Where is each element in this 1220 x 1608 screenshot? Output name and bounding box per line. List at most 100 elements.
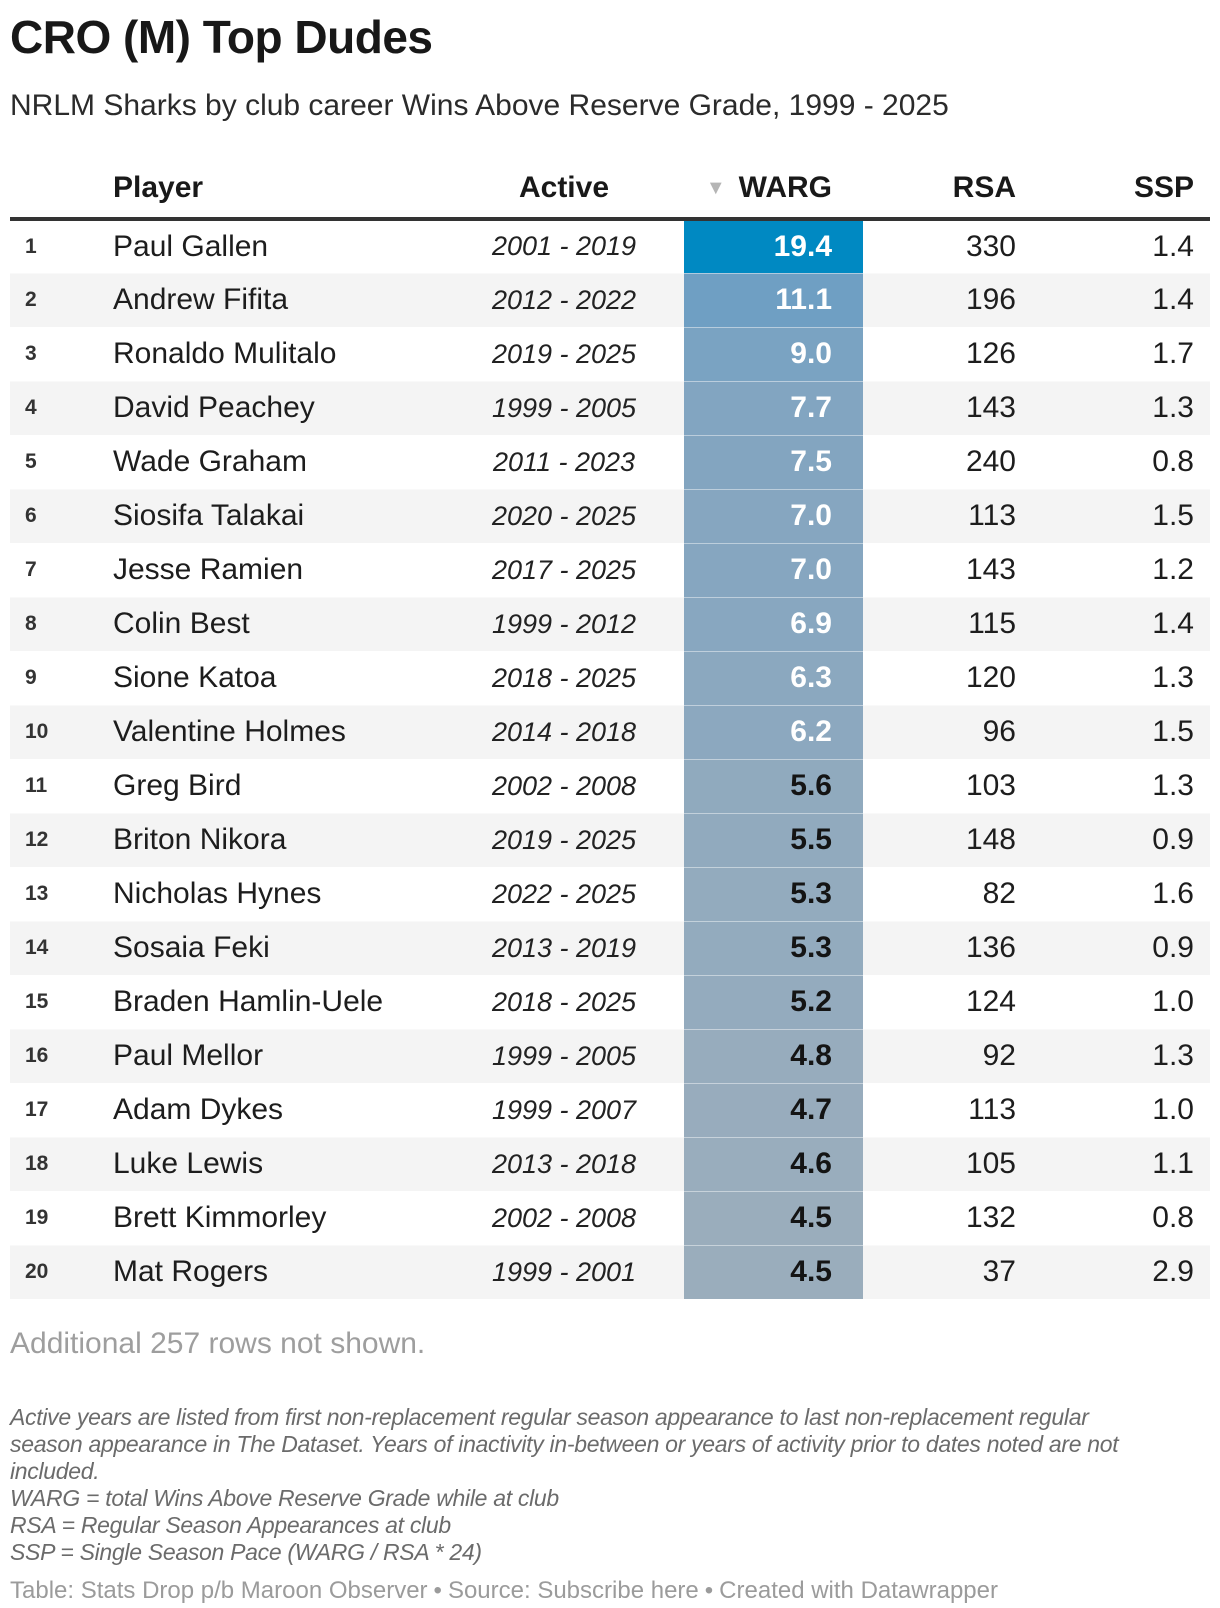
table-credit: Table: Stats Drop p/b Maroon Observer xyxy=(10,1577,428,1604)
ssp-cell: 1.6 xyxy=(1032,866,1210,921)
footnote-line: season appearance in The Dataset. Years … xyxy=(10,1431,1119,1457)
page-subtitle: NRLM Sharks by club career Wins Above Re… xyxy=(10,89,949,122)
warg-heatmap-cell: 7.7 xyxy=(684,380,863,435)
rank-cell: 6 xyxy=(10,488,113,543)
table-row: 3 Ronaldo Mulitalo 2019 - 2025 9.0 126 1… xyxy=(10,326,1210,381)
rsa-cell: 148 xyxy=(863,812,1032,867)
ssp-cell: 0.8 xyxy=(1032,1190,1210,1245)
active-years-cell: 2013 - 2018 xyxy=(444,1136,684,1191)
table-row: 19 Brett Kimmorley 2002 - 2008 4.5 132 0… xyxy=(10,1190,1210,1245)
player-cell: Jesse Ramien xyxy=(113,542,444,597)
column-header-ssp[interactable]: SSP xyxy=(1032,164,1210,221)
active-years-cell: 2018 - 2025 xyxy=(444,650,684,705)
table-row: 5 Wade Graham 2011 - 2023 7.5 240 0.8 xyxy=(10,434,1210,489)
active-years-cell: 2001 - 2019 xyxy=(444,218,684,273)
active-years-cell: 1999 - 2005 xyxy=(444,1028,684,1083)
active-years-cell: 2002 - 2008 xyxy=(444,758,684,813)
active-years-cell: 2019 - 2025 xyxy=(444,326,684,381)
ssp-cell: 1.5 xyxy=(1032,704,1210,759)
player-cell: Sione Katoa xyxy=(113,650,444,705)
warg-heatmap-cell: 6.2 xyxy=(684,704,863,759)
warg-heatmap-cell: 4.8 xyxy=(684,1028,863,1083)
column-header-active[interactable]: Active xyxy=(444,164,684,221)
rank-cell: 14 xyxy=(10,920,113,975)
column-header-rsa[interactable]: RSA xyxy=(863,164,1032,221)
warg-heatmap-cell: 7.0 xyxy=(684,488,863,543)
player-cell: Briton Nikora xyxy=(113,812,444,867)
rank-cell: 19 xyxy=(10,1190,113,1245)
rsa-cell: 103 xyxy=(863,758,1032,813)
warg-heatmap-cell: 6.9 xyxy=(684,596,863,651)
warg-heatmap-cell: 11.1 xyxy=(684,272,863,327)
rsa-cell: 105 xyxy=(863,1136,1032,1191)
table-row: 1 Paul Gallen 2001 - 2019 19.4 330 1.4 xyxy=(10,218,1210,273)
rsa-cell: 37 xyxy=(863,1244,1032,1299)
warg-heatmap-cell: 7.0 xyxy=(684,542,863,597)
attribution-line: Table: Stats Drop p/b Maroon Observer • So… xyxy=(10,1576,1210,1606)
player-cell: Ronaldo Mulitalo xyxy=(113,326,444,381)
footnote-line: included. xyxy=(10,1458,100,1484)
ssp-cell: 0.9 xyxy=(1032,920,1210,975)
warg-heatmap-cell: 4.5 xyxy=(684,1190,863,1245)
rsa-cell: 124 xyxy=(863,974,1032,1029)
player-cell: Braden Hamlin-Uele xyxy=(113,974,444,1029)
warg-heatmap-cell: 5.3 xyxy=(684,920,863,975)
active-years-cell: 2013 - 2019 xyxy=(444,920,684,975)
active-years-cell: 1999 - 2005 xyxy=(444,380,684,435)
table-row: 8 Colin Best 1999 - 2012 6.9 115 1.4 xyxy=(10,596,1210,651)
table-row: 16 Paul Mellor 1999 - 2005 4.8 92 1.3 xyxy=(10,1028,1210,1083)
sort-desc-icon: ▼ xyxy=(705,177,726,199)
footnote-line: Active years are listed from first non-r… xyxy=(10,1404,1089,1430)
ssp-cell: 1.3 xyxy=(1032,650,1210,705)
active-years-cell: 2002 - 2008 xyxy=(444,1190,684,1245)
ssp-cell: 1.4 xyxy=(1032,218,1210,273)
ssp-cell: 1.2 xyxy=(1032,542,1210,597)
warg-heatmap-cell: 5.2 xyxy=(684,974,863,1029)
source-link[interactable]: Subscribe here xyxy=(537,1577,699,1604)
table-row: 10 Valentine Holmes 2014 - 2018 6.2 96 1… xyxy=(10,704,1210,759)
rank-cell: 20 xyxy=(10,1244,113,1299)
source-label: Source: xyxy=(447,1577,531,1604)
active-years-cell: 2020 - 2025 xyxy=(444,488,684,543)
rank-cell: 16 xyxy=(10,1028,113,1083)
player-cell: Paul Mellor xyxy=(113,1028,444,1083)
player-cell: Andrew Fifita xyxy=(113,272,444,327)
column-header-warg[interactable]: ▼ WARG xyxy=(684,164,863,221)
rsa-cell: 113 xyxy=(863,1082,1032,1137)
warg-heatmap-cell: 9.0 xyxy=(684,326,863,381)
rsa-cell: 82 xyxy=(863,866,1032,921)
column-header-player[interactable]: Player xyxy=(113,164,444,221)
datawrapper-link[interactable]: Datawrapper xyxy=(860,1577,998,1604)
warg-heatmap-cell: 4.5 xyxy=(684,1244,863,1299)
rsa-cell: 240 xyxy=(863,434,1032,489)
player-cell: David Peachey xyxy=(113,380,444,435)
table-row: 9 Sione Katoa 2018 - 2025 6.3 120 1.3 xyxy=(10,650,1210,705)
created-with-label: Created with xyxy=(719,1577,854,1604)
active-years-cell: 2017 - 2025 xyxy=(444,542,684,597)
rsa-cell: 132 xyxy=(863,1190,1032,1245)
table-row: 12 Briton Nikora 2019 - 2025 5.5 148 0.9 xyxy=(10,812,1210,867)
table-row: 2 Andrew Fifita 2012 - 2022 11.1 196 1.4 xyxy=(10,272,1210,327)
rank-cell: 13 xyxy=(10,866,113,921)
active-years-cell: 1999 - 2007 xyxy=(444,1082,684,1137)
rsa-cell: 126 xyxy=(863,326,1032,381)
table-row: 6 Siosifa Talakai 2020 - 2025 7.0 113 1.… xyxy=(10,488,1210,543)
table-row: 14 Sosaia Feki 2013 - 2019 5.3 136 0.9 xyxy=(10,920,1210,975)
rank-cell: 2 xyxy=(10,272,113,327)
rank-cell: 17 xyxy=(10,1082,113,1137)
warg-heatmap-cell: 19.4 xyxy=(684,218,863,273)
warg-heatmap-cell: 7.5 xyxy=(684,434,863,489)
table-header: Player Active ▼ WARG RSA SSP xyxy=(10,164,1210,221)
rank-cell: 8 xyxy=(10,596,113,651)
ssp-cell: 1.3 xyxy=(1032,1028,1210,1083)
rsa-cell: 143 xyxy=(863,542,1032,597)
ssp-cell: 1.7 xyxy=(1032,326,1210,381)
table-row: 17 Adam Dykes 1999 - 2007 4.7 113 1.0 xyxy=(10,1082,1210,1137)
player-cell: Greg Bird xyxy=(113,758,444,813)
column-header-warg-label: WARG xyxy=(738,171,832,204)
footnotes-block: Active years are listed from first non-r… xyxy=(10,1404,1210,1566)
rsa-cell: 330 xyxy=(863,218,1032,273)
page-title: CRO (M) Top Dudes xyxy=(10,11,433,63)
ssp-cell: 1.1 xyxy=(1032,1136,1210,1191)
